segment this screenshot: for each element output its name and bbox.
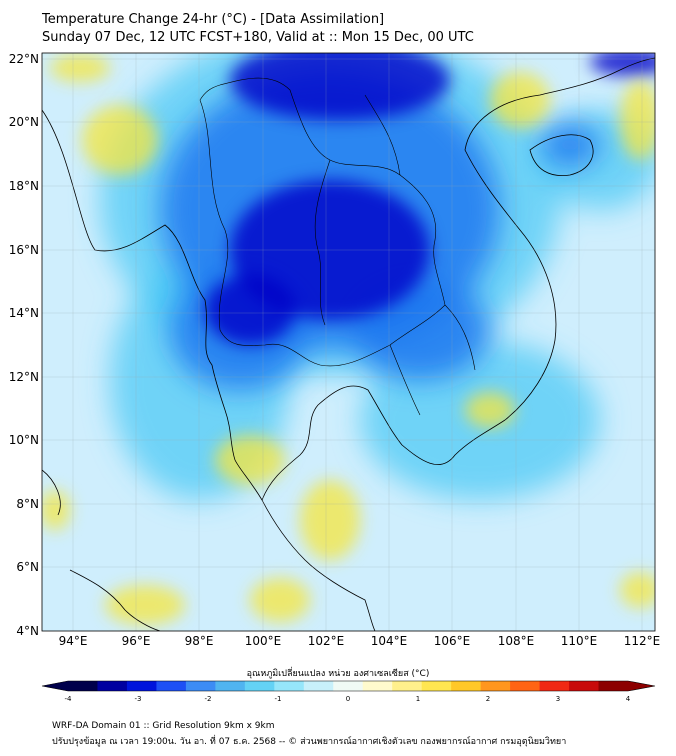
colorbar-segment: [451, 681, 482, 691]
lat-label: 8°N: [16, 497, 39, 511]
lon-label: 96°E: [122, 634, 151, 648]
lon-label: 94°E: [59, 634, 88, 648]
colorbar-segment: [333, 681, 364, 691]
lon-label: 98°E: [185, 634, 214, 648]
colorbar-tick-label: 3: [556, 695, 560, 703]
colorbar-segment: [510, 681, 541, 691]
lon-label: 100°E: [245, 634, 282, 648]
colorbar-segment: [569, 681, 600, 691]
colorbar-segment: [392, 681, 423, 691]
colorbar-min-arrow: [42, 681, 68, 691]
colorbar-title: อุณหภูมิเปลี่ยนแปลง หน่วย องศาเซลเซียส (…: [246, 669, 430, 679]
map-title: Temperature Change 24-hr (°C) - [Data As…: [42, 12, 385, 27]
model-info: WRF-DA Domain 01 :: Grid Resolution 9km …: [52, 721, 275, 731]
lat-label: 18°N: [9, 179, 39, 193]
lon-label: 110°E: [561, 634, 598, 648]
lat-label: 20°N: [9, 115, 39, 129]
colorbar-segment: [274, 681, 305, 691]
colorbar-segment: [539, 681, 570, 691]
colorbar-tick-label: 0: [346, 695, 350, 703]
colorbar-segment: [97, 681, 128, 691]
lat-label: 12°N: [9, 370, 39, 384]
cooling-strong-region: [205, 53, 655, 345]
colorbar-max-arrow: [628, 681, 655, 691]
lat-label: 16°N: [9, 243, 39, 257]
colorbar-segment: [185, 681, 216, 691]
lon-label: 104°E: [371, 634, 408, 648]
colorbar-tick-label: -4: [65, 695, 73, 703]
colorbar-tick-label: -2: [205, 695, 212, 703]
temperature-field: [42, 53, 655, 631]
colorbar-segment: [68, 681, 98, 691]
colorbar-segment: [362, 681, 393, 691]
colorbar-segment: [244, 681, 275, 691]
map-frame: [41, 52, 656, 632]
country-borders: [199, 77, 476, 416]
latitude-axis: 22°N 20°N 18°N 16°N 14°N 12°N 10°N 8°N 6…: [9, 52, 39, 638]
colorbar-segment: [215, 681, 246, 691]
colorbar-segment: [421, 681, 452, 691]
lat-label: 4°N: [16, 624, 39, 638]
colorbar-tick-label: -3: [135, 695, 142, 703]
credit-line: ปรับปรุงข้อมูล ณ เวลา 19:00น. วัน อา. ที…: [52, 737, 567, 747]
lat-label: 22°N: [9, 52, 39, 66]
colorbar-tick-label: 2: [486, 695, 490, 703]
lat-label: 10°N: [9, 433, 39, 447]
map-subtitle: Sunday 07 Dec, 12 UTC FCST+180, Valid at…: [42, 30, 474, 45]
colorbar-tick-label: 1: [416, 695, 420, 703]
colorbar-segment: [126, 681, 157, 691]
colorbar-frame: [41, 680, 656, 692]
lon-label: 108°E: [498, 634, 535, 648]
colorbar: -4 -3 -2 -1 0 1 2 3 4: [41, 680, 656, 703]
colorbar-segment: [303, 681, 334, 691]
colorbar-segment: [598, 681, 629, 691]
colorbar-segment: [156, 681, 187, 691]
lon-label: 102°E: [308, 634, 345, 648]
lon-label: 112°E: [624, 634, 661, 648]
colorbar-tick-label: 4: [626, 695, 631, 703]
colorbar-segment: [480, 681, 511, 691]
lat-label: 6°N: [16, 560, 39, 574]
longitude-axis: 94°E 96°E 98°E 100°E 102°E 104°E 106°E 1…: [59, 634, 661, 648]
coastlines: [42, 57, 655, 631]
graticule: [42, 53, 655, 631]
lat-label: 14°N: [9, 306, 39, 320]
lon-label: 106°E: [434, 634, 471, 648]
colorbar-tick-label: -1: [275, 695, 282, 703]
